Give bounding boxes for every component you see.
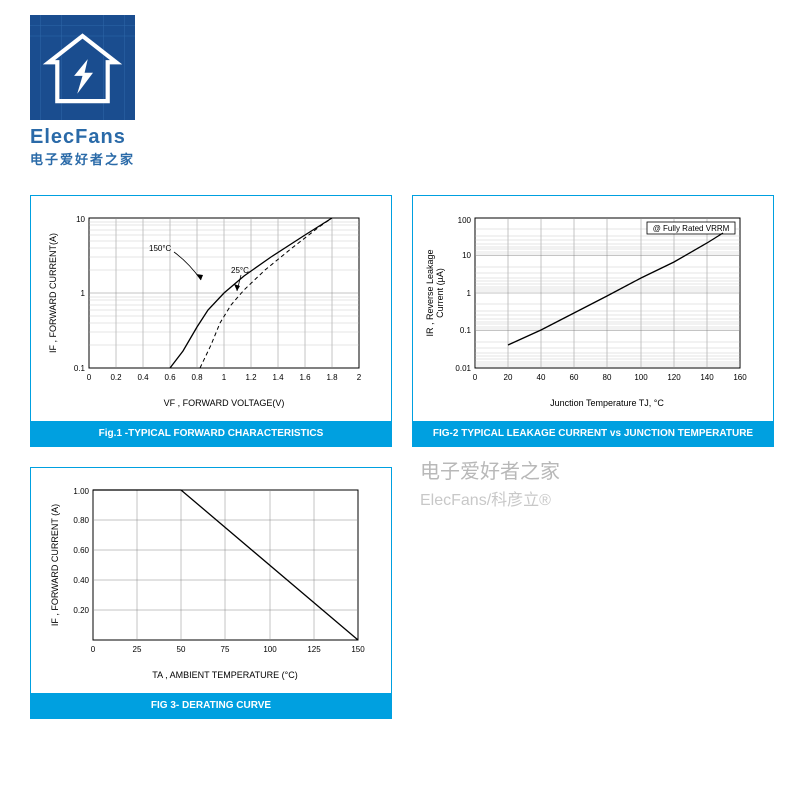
fig1-caption: Fig.1 -TYPICAL FORWARD CHARACTERISTICS: [31, 421, 391, 446]
fig1-ylabel: IF , FORWARD CURRENT(A): [48, 233, 58, 353]
svg-text:10: 10: [76, 215, 85, 224]
svg-text:0: 0: [91, 645, 96, 654]
watermark-line1: 电子爱好者之家: [420, 455, 560, 484]
svg-text:140: 140: [700, 373, 714, 382]
svg-text:2: 2: [357, 373, 362, 382]
svg-text:150: 150: [351, 645, 365, 654]
svg-text:0.1: 0.1: [460, 326, 472, 335]
logo-graphic: [30, 15, 135, 120]
svg-text:1.2: 1.2: [245, 373, 257, 382]
watermark: 电子爱好者之家 ElecFans/科彦立®: [420, 455, 560, 510]
fig2-caption-text: FIG-2 TYPICAL LEAKAGE CURRENT vs JUNCTIO…: [433, 428, 753, 439]
fig2-ylabel: IR , Reverse LeakageCurrent (µA): [425, 249, 445, 336]
svg-text:0.20: 0.20: [73, 606, 89, 615]
svg-text:0.6: 0.6: [164, 373, 176, 382]
svg-text:0.2: 0.2: [110, 373, 122, 382]
fig3-caption: FIG 3- DERATING CURVE: [31, 693, 391, 718]
svg-text:1.4: 1.4: [272, 373, 284, 382]
svg-text:1.6: 1.6: [299, 373, 311, 382]
svg-text:100: 100: [634, 373, 648, 382]
brand-logo: ElecFans 电子爱好者之家: [30, 15, 135, 168]
fig1-label-150c: 150°C: [149, 244, 172, 253]
svg-text:160: 160: [733, 373, 747, 382]
svg-text:1: 1: [222, 373, 227, 382]
fig2-caption: FIG-2 TYPICAL LEAKAGE CURRENT vs JUNCTIO…: [413, 421, 773, 446]
svg-text:0.60: 0.60: [73, 546, 89, 555]
fig2-xlabel: Junction Temperature TJ, °C: [550, 398, 664, 408]
svg-text:25: 25: [133, 645, 142, 654]
svg-text:50: 50: [177, 645, 186, 654]
fig1-label-25c: 25°C: [231, 266, 249, 275]
svg-text:40: 40: [537, 373, 546, 382]
svg-text:20: 20: [504, 373, 513, 382]
svg-text:1: 1: [467, 289, 472, 298]
svg-text:100: 100: [458, 216, 472, 225]
chart-panels: 150°C 25°C 0 0.2 0.4 0.6 0.8 1 1.2 1.4 1.6 1.8…: [30, 195, 770, 719]
fig1-panel: 150°C 25°C 0 0.2 0.4 0.6 0.8 1 1.2 1.4 1.6 1.8…: [30, 195, 392, 447]
svg-text:0.40: 0.40: [73, 576, 89, 585]
svg-text:0.8: 0.8: [191, 373, 203, 382]
fig1-chart: 150°C 25°C 0 0.2 0.4 0.6 0.8 1 1.2 1.4 1.6 1.8…: [41, 206, 381, 421]
fig1-xlabel: VF , FORWARD VOLTAGE(V): [164, 398, 285, 408]
svg-text:1.00: 1.00: [73, 487, 89, 496]
svg-text:0: 0: [473, 373, 478, 382]
brand-name: ElecFans: [30, 126, 135, 149]
svg-text:10: 10: [462, 251, 471, 260]
fig3-xlabel: TA , AMBIENT TEMPERATURE (°C): [152, 670, 297, 680]
svg-text:125: 125: [307, 645, 321, 654]
brand-tagline: 电子爱好者之家: [30, 149, 135, 168]
fig2-chart: @ Fully Rated VRRM 0 20 40 60 80 100 120 140 1…: [423, 206, 763, 421]
fig2-legend: @ Fully Rated VRRM: [653, 224, 730, 233]
svg-text:0.01: 0.01: [455, 364, 471, 373]
svg-text:0.1: 0.1: [74, 364, 86, 373]
svg-text:120: 120: [667, 373, 681, 382]
svg-text:60: 60: [570, 373, 579, 382]
fig3-panel: 0 25 50 75 100 125 150 0.20 0.40 0.60 0.80 1.00…: [30, 467, 392, 719]
fig3-ylabel: IF , FORWARD CURRENT (A): [50, 504, 60, 626]
svg-text:100: 100: [263, 645, 277, 654]
svg-text:1: 1: [81, 289, 86, 298]
svg-text:0.80: 0.80: [73, 516, 89, 525]
watermark-line2: ElecFans/科彦立®: [420, 486, 560, 510]
svg-text:1.8: 1.8: [326, 373, 338, 382]
fig2-panel: @ Fully Rated VRRM 0 20 40 60 80 100 120 140 1…: [412, 195, 774, 447]
svg-text:75: 75: [221, 645, 230, 654]
svg-text:0: 0: [87, 373, 92, 382]
svg-text:80: 80: [603, 373, 612, 382]
svg-text:0.4: 0.4: [137, 373, 149, 382]
fig3-chart: 0 25 50 75 100 125 150 0.20 0.40 0.60 0.80 1.00…: [41, 478, 381, 693]
